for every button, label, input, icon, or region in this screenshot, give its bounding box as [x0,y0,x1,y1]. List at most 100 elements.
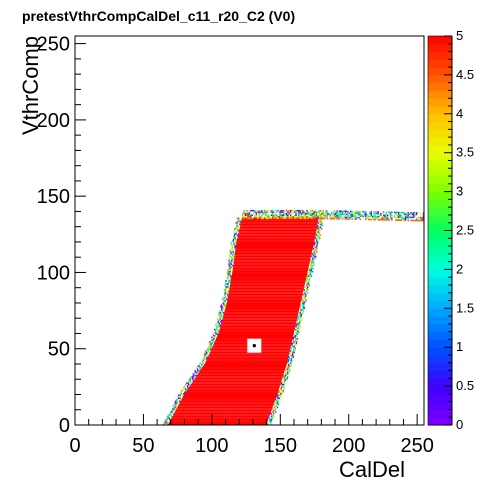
x-tick-label: 0 [69,435,80,457]
heatmap-cell [188,379,190,381]
heatmap-cell [300,315,302,317]
heatmap-cell [286,376,289,378]
heatmap-cell [232,258,235,261]
heatmap-cell [345,210,348,213]
heatmap-cell [363,214,366,216]
heatmap-cell [218,325,221,328]
heatmap-cell [373,214,375,216]
heatmap-cell [277,403,280,406]
heatmap-cell [279,399,281,401]
color-scale-segment [428,160,452,169]
heatmap-cell [215,328,217,331]
heatmap-cell [352,215,355,217]
heatmap-cell [221,321,297,323]
heatmap-cell [257,211,259,213]
heatmap-cell [277,392,279,395]
heatmap-cell [341,218,344,220]
heatmap-cell [302,293,304,296]
heatmap-cell [312,267,314,270]
heatmap-cell [411,213,414,216]
heatmap-cell [316,248,319,250]
heatmap-cell [223,298,225,300]
heatmap-cell [336,216,338,219]
heatmap-cell [171,409,173,412]
heatmap-cell [292,338,294,340]
heatmap-cell [277,402,279,404]
heatmap-cell [365,211,367,213]
heatmap-cell [337,216,340,219]
heatmap-cell [219,330,295,332]
heatmap-cell [378,215,381,218]
heatmap-cell [240,222,318,224]
heatmap-cell [407,213,409,216]
heatmap-cell [321,217,323,220]
heatmap-cell [321,225,323,227]
color-scale-segment [428,277,452,286]
heatmap-cell [287,216,289,218]
heatmap-cell [296,212,299,215]
heatmap-cell [326,213,329,215]
heatmap-cell [348,215,351,217]
heatmap-cell [297,327,300,329]
heatmap-cell [397,211,400,214]
heatmap-cell [234,258,311,261]
heatmap-cell [283,216,285,218]
heatmap-cell [308,278,311,281]
heatmap-cell [207,347,210,349]
heatmap-cell [233,261,310,264]
heatmap-cell [236,228,239,230]
heatmap-cell [225,289,227,291]
heatmap-cell [283,379,285,381]
heatmap-cell [229,278,232,281]
heatmap-cell [309,269,311,271]
heatmap-cell [231,248,233,250]
heatmap-cell [270,412,272,415]
color-scale-label: 2 [456,261,463,276]
heatmap-cell [384,216,386,218]
x-tick-label: 50 [132,435,154,457]
color-scale-segment [428,191,452,200]
heatmap-cell [312,248,315,250]
heatmap-cell [293,217,296,220]
heatmap-cell [194,371,197,374]
heatmap-cell [225,292,228,294]
heatmap-cell [288,356,290,358]
heatmap-cell [233,234,236,236]
heatmap-cell [311,217,314,220]
heatmap-cell [190,376,192,378]
heatmap-cell [381,219,383,221]
heatmap-cell [223,299,225,302]
heatmap-cell [237,235,316,238]
heatmap-cell [311,266,313,268]
heatmap-cell [220,315,222,317]
heatmap-cell [234,254,312,256]
heatmap-cell [239,223,241,226]
heatmap-cell [265,212,267,215]
heatmap-cell [184,392,278,395]
heatmap-cell [269,418,271,421]
heatmap-cell [337,218,340,220]
heatmap-cell [406,218,408,220]
heatmap-cell [299,306,302,308]
heatmap-cell [288,211,290,213]
heatmap-cell [339,216,341,219]
heatmap-cell [186,385,189,387]
heatmap-cell [237,225,239,227]
heatmap-cell [421,216,423,219]
heatmap-cell [231,257,233,259]
heatmap-cell [335,214,337,217]
heatmap-cell [272,216,274,218]
heatmap-cell [329,214,331,217]
heatmap-cell [216,328,219,331]
heatmap-cell [354,218,356,220]
heatmap-cell [267,216,270,218]
heatmap-cell [287,209,289,212]
heatmap-cell [255,211,258,213]
heatmap-cell [340,216,342,219]
heatmap-cell [202,365,287,368]
heatmap-cell [246,217,248,220]
heatmap-cell [415,218,418,220]
heatmap-cell [395,219,397,221]
heatmap-cell [290,360,292,363]
heatmap-cell [304,292,306,294]
